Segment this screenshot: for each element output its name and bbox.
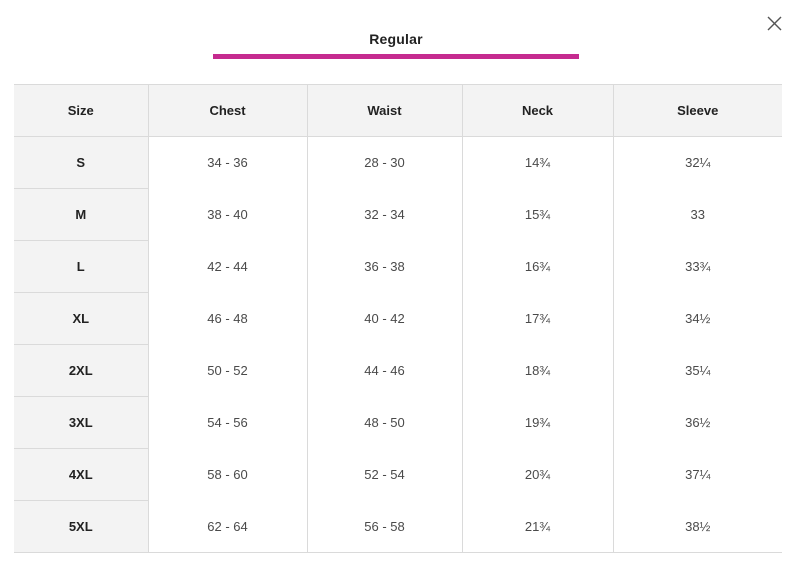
column-header-neck: Neck	[461, 84, 613, 137]
size-cell: 3XL	[14, 396, 148, 449]
neck-cell: 17¾	[461, 292, 613, 345]
column-header-size: Size	[14, 84, 148, 137]
size-cell: 5XL	[14, 500, 148, 553]
chest-cell: 38 - 40	[147, 188, 307, 241]
tab-regular[interactable]: Regular	[213, 26, 579, 60]
chest-cell: 42 - 44	[147, 240, 307, 293]
column-header-sleeve: Sleeve	[612, 84, 782, 137]
table-header-row: Size Chest Waist Neck Sleeve	[14, 84, 782, 137]
size-chart-table: Size Chest Waist Neck Sleeve S 34 - 36 2…	[14, 84, 782, 553]
chest-cell: 46 - 48	[147, 292, 307, 345]
table-row: M 38 - 40 32 - 34 15¾ 33	[14, 188, 782, 241]
neck-cell: 20¾	[461, 448, 613, 501]
size-cell: 2XL	[14, 344, 148, 397]
sleeve-cell: 37¼	[612, 448, 782, 501]
tab-active-indicator	[213, 54, 579, 59]
sleeve-cell: 33	[612, 188, 782, 241]
waist-cell: 32 - 34	[306, 188, 462, 241]
size-cell: S	[14, 136, 148, 189]
size-cell: M	[14, 188, 148, 241]
sleeve-cell: 35¼	[612, 344, 782, 397]
chest-cell: 34 - 36	[147, 136, 307, 189]
waist-cell: 36 - 38	[306, 240, 462, 293]
neck-cell: 18¾	[461, 344, 613, 397]
close-icon	[767, 16, 782, 31]
chest-cell: 54 - 56	[147, 396, 307, 449]
table-row: 5XL 62 - 64 56 - 58 21¾ 38½	[14, 500, 782, 553]
waist-cell: 44 - 46	[306, 344, 462, 397]
waist-cell: 28 - 30	[306, 136, 462, 189]
chest-cell: 50 - 52	[147, 344, 307, 397]
waist-cell: 56 - 58	[306, 500, 462, 553]
column-header-waist: Waist	[306, 84, 462, 137]
sleeve-cell: 38½	[612, 500, 782, 553]
neck-cell: 19¾	[461, 396, 613, 449]
sleeve-cell: 34½	[612, 292, 782, 345]
neck-cell: 16¾	[461, 240, 613, 293]
table-row: L 42 - 44 36 - 38 16¾ 33¾	[14, 240, 782, 293]
column-header-chest: Chest	[147, 84, 307, 137]
neck-cell: 21¾	[461, 500, 613, 553]
sleeve-cell: 33¾	[612, 240, 782, 293]
close-button[interactable]	[764, 13, 786, 35]
waist-cell: 40 - 42	[306, 292, 462, 345]
size-cell: 4XL	[14, 448, 148, 501]
table-row: 4XL 58 - 60 52 - 54 20¾ 37¼	[14, 448, 782, 501]
chest-cell: 62 - 64	[147, 500, 307, 553]
table-row: S 34 - 36 28 - 30 14¾ 32¼	[14, 136, 782, 189]
waist-cell: 52 - 54	[306, 448, 462, 501]
waist-cell: 48 - 50	[306, 396, 462, 449]
size-cell: XL	[14, 292, 148, 345]
tab-label: Regular	[369, 31, 423, 47]
table-row: XL 46 - 48 40 - 42 17¾ 34½	[14, 292, 782, 345]
sleeve-cell: 36½	[612, 396, 782, 449]
table-row: 2XL 50 - 52 44 - 46 18¾ 35¼	[14, 344, 782, 397]
size-cell: L	[14, 240, 148, 293]
table-row: 3XL 54 - 56 48 - 50 19¾ 36½	[14, 396, 782, 449]
neck-cell: 15¾	[461, 188, 613, 241]
chest-cell: 58 - 60	[147, 448, 307, 501]
neck-cell: 14¾	[461, 136, 613, 189]
sleeve-cell: 32¼	[612, 136, 782, 189]
